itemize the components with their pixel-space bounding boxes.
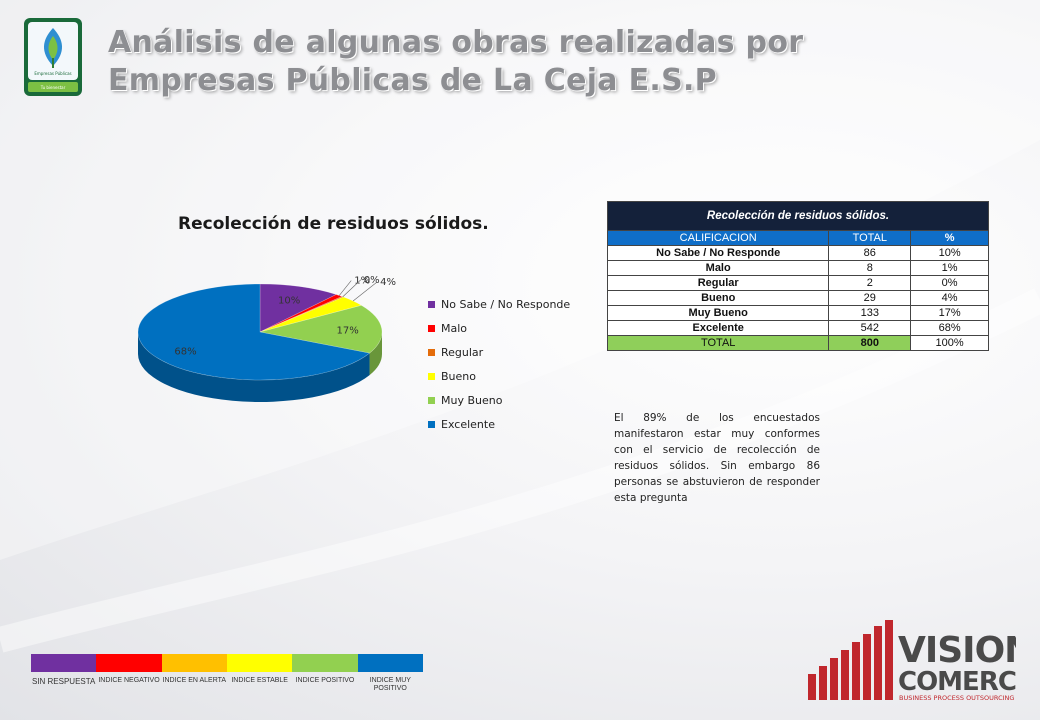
legend-label: Excelente [441, 417, 495, 431]
results-table: Recolección de residuos sólidos. CALIFIC… [606, 201, 989, 351]
pie-data-label: 0% [364, 275, 380, 286]
table-cell: 100% [910, 335, 989, 351]
table-title: Recolección de residuos sólidos. [607, 201, 989, 231]
table-cell: TOTAL [606, 335, 830, 351]
table-cell: 133 [828, 305, 912, 321]
pie-slice-0 [259, 283, 338, 333]
summary-text: El 89% de los encuestados manifestaron e… [614, 412, 820, 504]
legend-label: Bueno [441, 369, 476, 383]
pie-slice-3 [259, 296, 363, 333]
pie-chart: 10% 1%0% 4% 17% 68% [137, 275, 396, 402]
svg-text:BUSINESS PROCESS OUTSOURCING: BUSINESS PROCESS OUTSOURCING [899, 694, 1014, 702]
pie-data-label: 68% [174, 346, 196, 357]
table-row: Muy Bueno 133 17% [606, 305, 989, 321]
table-row: Malo 8 1% [606, 260, 989, 276]
legend-item: Excelente [428, 412, 570, 436]
scale-label: INDICE NEGATIVO [98, 677, 160, 684]
index-scale: SIN RESPUESTA INDICE NEGATIVO INDICE EN … [31, 654, 423, 693]
svg-text:Empresas Públicas: Empresas Públicas [34, 71, 71, 76]
table-cell: 68% [910, 320, 989, 336]
scale-swatch [357, 654, 423, 672]
legend-item: Muy Bueno [428, 388, 570, 412]
table-cell: Muy Bueno [606, 305, 830, 321]
pie-slice-5 [137, 283, 371, 381]
scale-swatch [96, 654, 162, 672]
table-row: No Sabe / No Responde 86 10% [606, 245, 989, 261]
title-line-1: Análisis de algunas obras realizadas por [108, 25, 804, 60]
legend-item: Regular [428, 340, 570, 364]
table-cell: 29 [828, 290, 912, 306]
pie-leader-line [338, 280, 352, 296]
table-cell: 86 [828, 245, 912, 261]
pie-leader-line [352, 281, 378, 302]
scale-label: INDICE ESTABLE [231, 677, 288, 684]
table-cell: No Sabe / No Responde [606, 245, 830, 261]
pie-data-label: 4% [380, 277, 396, 288]
table-row: Regular 2 0% [606, 275, 989, 291]
svg-text:COMERCIAL: COMERCIAL [898, 667, 1016, 697]
table-total-row: TOTAL 800 100% [606, 335, 989, 351]
pie-data-label: 1% [354, 276, 370, 287]
table-header: TOTAL [828, 230, 912, 246]
scale-label: SIN RESPUESTA [31, 677, 96, 686]
chart-title: Recolección de residuos sólidos. [178, 214, 489, 234]
scale-bar [31, 654, 423, 672]
scale-swatch [31, 654, 97, 672]
legend-swatch [428, 300, 435, 308]
legend-label: Regular [441, 345, 484, 359]
pie-slice-4 [259, 305, 383, 354]
scale-swatch [161, 654, 227, 672]
table-header: % [910, 230, 989, 246]
vision-comercial-logo: VISION COMERCIAL BUSINESS PROCESS OUTSOU… [808, 620, 1016, 702]
legend-item: Malo [428, 316, 570, 340]
table-cell: 4% [910, 290, 989, 306]
legend-swatch [428, 324, 435, 332]
table-cell: 800 [828, 335, 912, 351]
pie-side-4 [369, 332, 382, 376]
legend-swatch [428, 396, 435, 404]
legend-swatch [428, 420, 435, 428]
table-cell: Excelente [606, 320, 830, 336]
pie-data-label: 10% [278, 295, 300, 306]
legend-label: Malo [441, 321, 468, 335]
client-logo: Empresas Públicas Tu bienestar [24, 18, 82, 96]
scale-swatch [292, 654, 358, 672]
svg-text:Tu bienestar: Tu bienestar [40, 85, 66, 90]
scale-swatch [226, 654, 293, 672]
table-cell: 17% [910, 305, 989, 321]
page-title: Análisis de algunas obras realizadas por… [108, 24, 803, 100]
table-cell: 0% [910, 275, 989, 291]
table-cell: 8 [828, 260, 912, 276]
table-cell: 2 [828, 275, 912, 291]
legend-swatch [428, 348, 435, 356]
table-cell: 10% [910, 245, 989, 261]
legend-swatch [428, 372, 435, 380]
chart-legend: No Sabe / No Responde Malo Regular Bueno… [428, 292, 570, 436]
pie-data-label: 17% [337, 326, 359, 337]
legend-item: Bueno [428, 364, 570, 388]
scale-label: INDICE MUY POSITIVO [369, 677, 411, 692]
legend-label: Muy Bueno [441, 393, 503, 407]
pie-side-5 [137, 332, 370, 402]
scale-label: INDICE EN ALERTA [162, 677, 227, 684]
table-row: Bueno 29 4% [606, 290, 989, 306]
svg-text:VISION: VISION [898, 630, 1016, 671]
table-row: Excelente 542 68% [606, 320, 989, 336]
legend-item: No Sabe / No Responde [428, 292, 570, 316]
table-cell: 542 [828, 320, 912, 336]
pie-leader-line [342, 279, 362, 297]
scale-label: INDICE POSITIVO [295, 677, 355, 684]
table-header: CALIFICACION [606, 230, 830, 246]
table-cell: Regular [606, 275, 830, 291]
table-cell: Bueno [606, 290, 830, 306]
title-line-2: Empresas Públicas de La Ceja E.S.P [108, 63, 717, 98]
table-cell: Malo [606, 260, 830, 276]
scale-labels: SIN RESPUESTA INDICE NEGATIVO INDICE EN … [31, 672, 423, 693]
legend-label: No Sabe / No Responde [441, 297, 571, 311]
table-cell: 1% [910, 260, 989, 276]
